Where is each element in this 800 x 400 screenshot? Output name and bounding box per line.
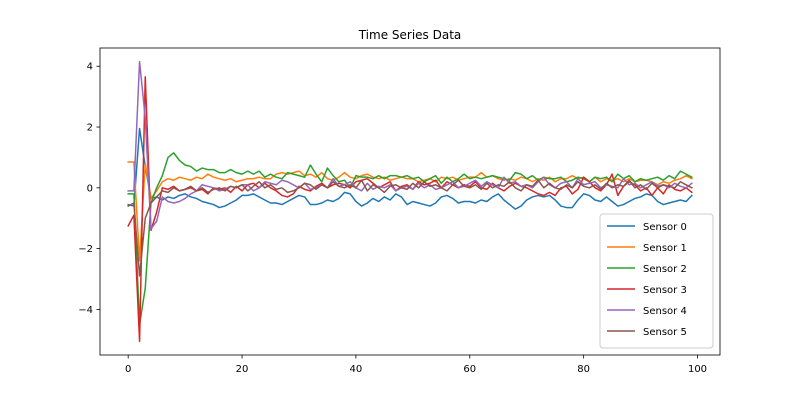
series-line-sensor-0 bbox=[127, 127, 693, 210]
chart-title: Time Series Data bbox=[358, 28, 462, 42]
x-tick-label: 0 bbox=[125, 364, 131, 375]
y-tick-label: −4 bbox=[78, 305, 93, 316]
y-tick-label: 0 bbox=[87, 183, 93, 194]
x-tick-label: 60 bbox=[463, 364, 476, 375]
y-tick-label: −2 bbox=[78, 244, 93, 255]
legend: Sensor 0 Sensor 1 Sensor 2 Sensor 3 Sensor 4… bbox=[599, 213, 714, 349]
series-line-sensor-2 bbox=[127, 152, 693, 326]
y-tick-label: 4 bbox=[87, 62, 93, 73]
plot-lines bbox=[127, 60, 693, 343]
x-tick-label: 100 bbox=[688, 364, 707, 375]
legend-label-sensor-4: Sensor 4 bbox=[643, 306, 687, 317]
legend-label-sensor-0: Sensor 0 bbox=[643, 222, 687, 233]
series-line-sensor-1 bbox=[127, 161, 693, 262]
legend-label-sensor-3: Sensor 3 bbox=[643, 285, 687, 296]
x-tick-label: 80 bbox=[577, 364, 590, 375]
y-tick-label: 2 bbox=[87, 123, 93, 134]
x-tick-label: 40 bbox=[350, 364, 363, 375]
plot-frame bbox=[99, 47, 721, 356]
legend-label-sensor-5: Sensor 5 bbox=[643, 327, 687, 338]
x-tick-label: 20 bbox=[236, 364, 249, 375]
legend-label-sensor-2: Sensor 2 bbox=[643, 264, 687, 275]
series-line-sensor-5 bbox=[127, 179, 693, 277]
x-axis-ticks: 0 20 40 60 80 100 bbox=[125, 355, 707, 375]
legend-label-sensor-1: Sensor 1 bbox=[643, 243, 687, 254]
y-axis-ticks: −4 −2 0 2 4 bbox=[78, 62, 100, 316]
